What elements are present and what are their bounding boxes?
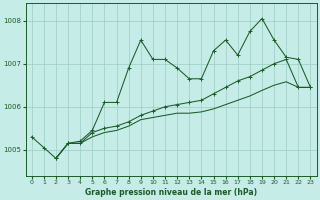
- X-axis label: Graphe pression niveau de la mer (hPa): Graphe pression niveau de la mer (hPa): [85, 188, 257, 197]
